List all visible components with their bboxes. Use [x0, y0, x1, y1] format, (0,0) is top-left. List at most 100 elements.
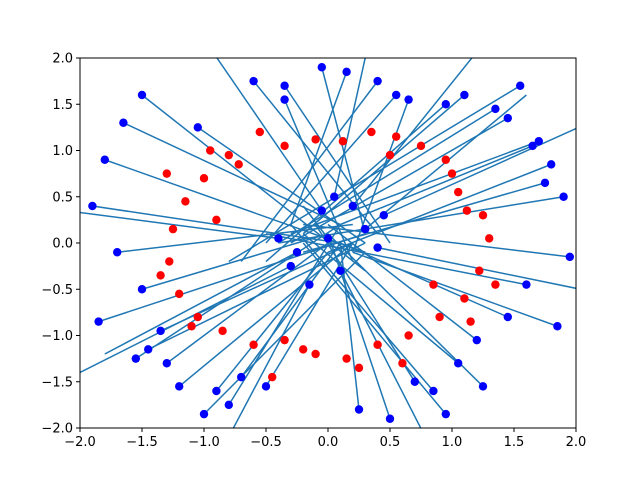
blue-point [379, 211, 388, 220]
segment-line [141, 233, 329, 290]
red-point [218, 326, 227, 336]
red-point [268, 372, 277, 382]
segment-line [327, 163, 552, 253]
red-point [466, 317, 475, 326]
y-tick-label: −0.5 [41, 283, 73, 298]
segment-line [123, 122, 341, 226]
red-point [447, 169, 457, 178]
x-tick-label: −2.0 [64, 435, 96, 450]
red-point [224, 150, 233, 160]
red-point [181, 197, 190, 206]
y-tick-label: −2.0 [41, 422, 73, 437]
blue-point [361, 224, 370, 234]
red-point [441, 155, 450, 164]
red-point [255, 127, 264, 137]
y-tick-label: 0.5 [52, 190, 73, 205]
y-tick-label: 2.0 [52, 52, 73, 67]
blue-point [137, 285, 147, 294]
blue-point [330, 192, 339, 201]
segment-line [321, 67, 366, 234]
segment-line [383, 127, 576, 216]
y-tick-label: −1.5 [41, 375, 73, 390]
blue-point [175, 382, 184, 391]
segment-line [352, 58, 473, 207]
red-point [311, 349, 320, 359]
blue-point [441, 100, 450, 109]
segment-lines [80, 58, 576, 428]
blue-point [224, 400, 233, 410]
blue-point [404, 95, 413, 104]
red-point [354, 363, 364, 373]
red-point [311, 135, 320, 144]
segment-line [92, 205, 341, 244]
y-tick-label: 1.0 [52, 144, 73, 159]
segment-line [166, 242, 329, 364]
blue-point [119, 118, 128, 127]
segment-line [278, 108, 496, 244]
blue-point [342, 67, 351, 77]
red-point [206, 146, 215, 155]
red-point [454, 187, 463, 197]
segment-line [203, 251, 366, 415]
red-point [404, 331, 413, 340]
segment-line [283, 99, 354, 262]
blue-point [317, 206, 326, 215]
x-tick-label: 2.0 [566, 435, 587, 450]
blue-point [410, 377, 419, 386]
segment-line [232, 284, 311, 428]
segment-line [216, 58, 323, 212]
x-axis: −2.0 −1.5 −1.0 −0.5 0.0 0.5 1.0 1.5 2.0 [64, 428, 586, 450]
segment-line [80, 211, 279, 240]
blue-point [131, 354, 140, 363]
segment-line [240, 80, 379, 262]
red-point [491, 280, 500, 289]
segment-line [302, 242, 447, 415]
blue-point [429, 386, 438, 396]
segment-line [303, 223, 570, 258]
y-tick-label: 0.0 [52, 237, 73, 252]
segment-line [215, 251, 329, 392]
segment-line [302, 233, 459, 364]
blue-point [249, 76, 258, 86]
blue-point [528, 141, 537, 151]
blue-point [478, 382, 488, 391]
blue-point [559, 192, 568, 201]
segment-line [290, 71, 348, 225]
red-points [156, 127, 500, 382]
segment-line [253, 80, 379, 235]
segment-line [228, 85, 521, 263]
segment-line [339, 270, 422, 428]
segment-line [240, 242, 342, 378]
blue-point [354, 405, 364, 414]
blue-point [516, 81, 525, 90]
blue-point [385, 414, 395, 423]
red-point [212, 215, 221, 225]
red-point [460, 294, 469, 303]
segment-line [314, 224, 416, 383]
blue-point [503, 312, 512, 322]
segment-line [333, 58, 366, 197]
blue-point [392, 90, 401, 100]
red-point [416, 141, 426, 151]
blue-point [156, 326, 165, 336]
segment-line [265, 94, 397, 244]
blue-point [441, 409, 450, 419]
red-point [162, 169, 171, 178]
x-tick-label: 1.5 [504, 435, 525, 450]
blue-point [553, 322, 562, 331]
blue-point [348, 201, 357, 211]
red-point [299, 345, 308, 354]
blue-point [460, 90, 469, 100]
blue-point [454, 359, 463, 368]
red-point [429, 280, 438, 289]
red-point [234, 160, 243, 169]
red-point [367, 127, 376, 137]
blue-point [100, 155, 110, 164]
blue-point [336, 266, 345, 275]
blue-point [88, 201, 97, 211]
red-point [187, 322, 196, 331]
blue-point [193, 123, 202, 132]
segment-line [302, 94, 465, 235]
blue-point [491, 104, 500, 114]
blue-point [323, 234, 333, 243]
